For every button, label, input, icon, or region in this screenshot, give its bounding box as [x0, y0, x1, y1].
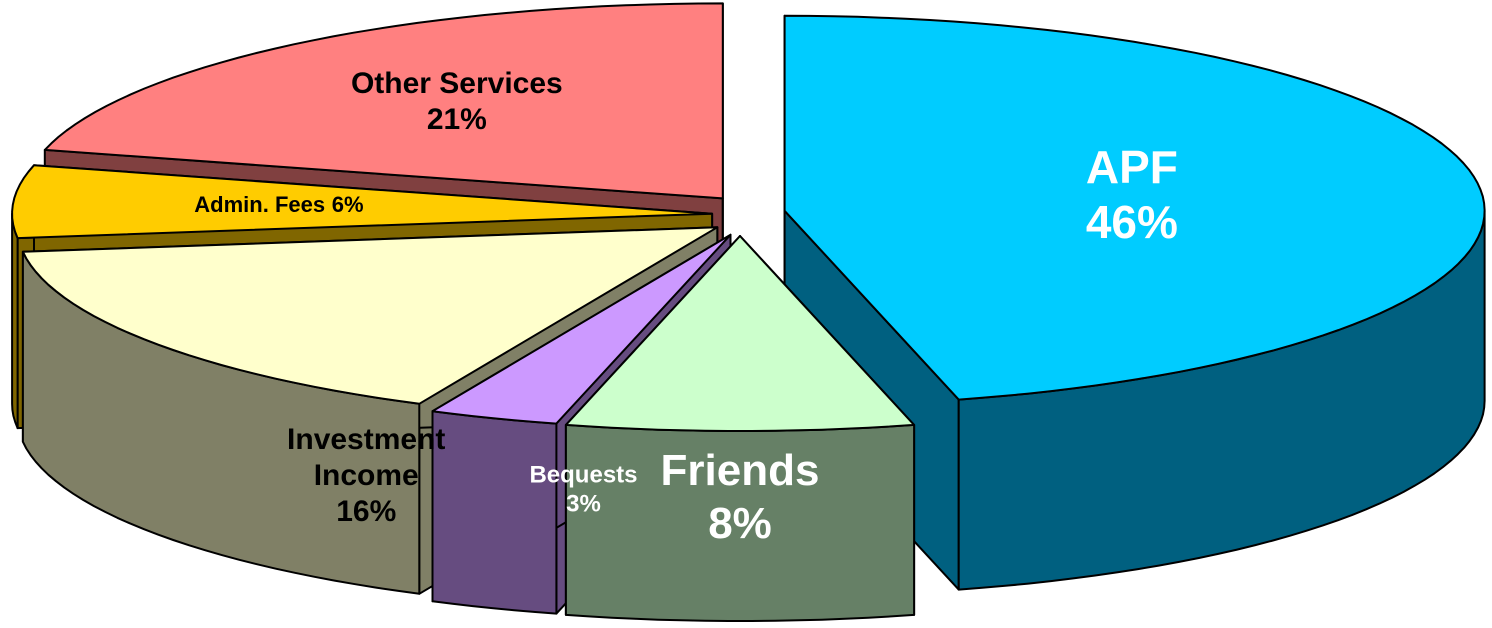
category-label: Other Services: [351, 67, 563, 100]
slice-top: [21, 226, 719, 405]
value-label: 21%: [427, 103, 487, 136]
category-label: APF: [1086, 141, 1178, 193]
category-label-line: Income: [314, 459, 419, 492]
slice-label: APF 46%: [1086, 141, 1178, 248]
value-label: 46%: [1086, 196, 1178, 248]
value-label: 16%: [336, 495, 396, 528]
category-label: Admin. Fees: [194, 192, 325, 217]
slice-label: Other Services 21%: [351, 67, 563, 136]
slice-top: [431, 233, 732, 425]
category-label: Investment Income: [287, 423, 445, 492]
slice-top: [11, 164, 714, 240]
slice-top: [43, 2, 724, 200]
slice-label: Bequests 3%: [529, 462, 637, 518]
slice-top: [783, 14, 1486, 401]
category-label: Bequests: [529, 462, 637, 489]
slice-outer-wall: [11, 212, 19, 430]
slice-label: Friends 8%: [661, 446, 820, 548]
value-label: 8%: [708, 498, 772, 547]
value-label: 3%: [566, 491, 601, 518]
pie-slice: [783, 14, 1486, 591]
pie-slice: [564, 235, 916, 622]
category-label-line: Investment: [287, 423, 445, 456]
slice-label: Admin. Fees 6%: [194, 192, 363, 217]
value-label: 6%: [332, 192, 364, 217]
slice-outer-wall: [431, 410, 558, 615]
slice-label: Investment Income 16%: [287, 423, 445, 528]
category-label: Friends: [661, 446, 820, 495]
slice-top: [564, 235, 916, 432]
